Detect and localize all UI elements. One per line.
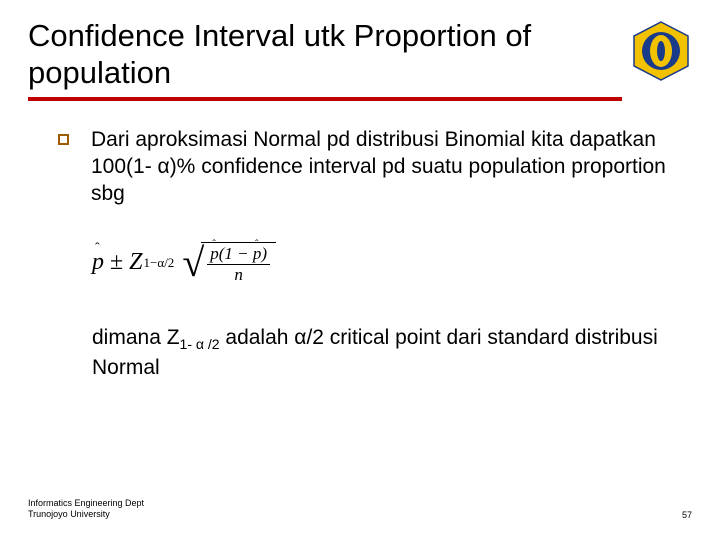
footer-affiliation: Informatics Engineering Dept Trunojoyo U… (28, 498, 144, 521)
bullet-icon (58, 134, 69, 145)
slide-title: Confidence Interval utk Proportion of po… (28, 18, 622, 91)
paragraph-2: dimana Z1- α /2 adalah α/2 critical poin… (92, 325, 692, 381)
title-underline (28, 97, 622, 101)
university-logo-icon (630, 20, 692, 82)
paragraph-1: Dari aproksimasi Normal pd distribusi Bi… (91, 127, 692, 208)
confidence-interval-formula: ˆp ± Z1−α/2 √ ˆp(1 − ˆp) n (92, 242, 692, 284)
page-number: 57 (682, 510, 692, 520)
